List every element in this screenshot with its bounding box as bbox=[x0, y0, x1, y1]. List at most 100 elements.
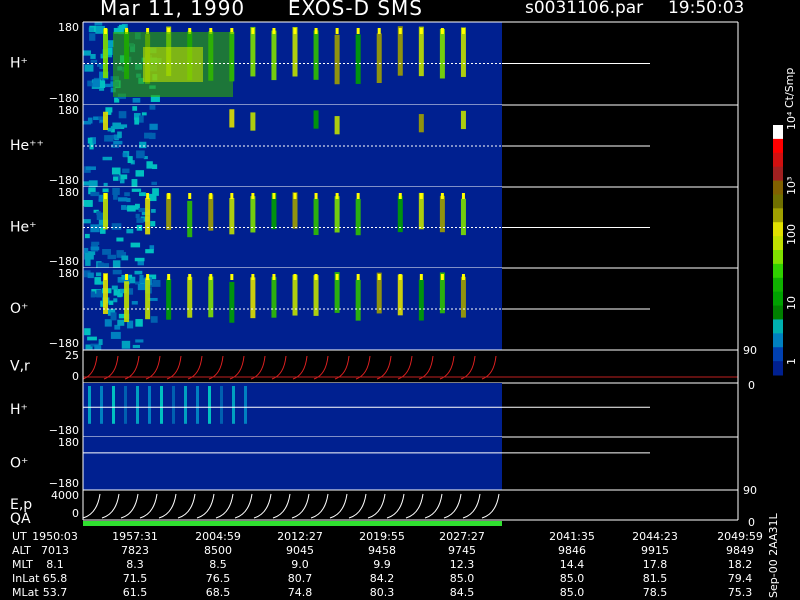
spectrum-cell bbox=[98, 339, 103, 346]
spectrum-cell bbox=[91, 289, 102, 296]
panel-label: O⁺ bbox=[10, 301, 28, 317]
spectrum-cell bbox=[111, 285, 118, 290]
spectrum-cell bbox=[93, 209, 99, 213]
velocity-trace bbox=[460, 355, 476, 380]
spectrum-band bbox=[376, 272, 382, 314]
spectrum-peak bbox=[419, 274, 423, 280]
spectrum-peak bbox=[440, 28, 444, 34]
velocity-trace bbox=[418, 355, 434, 380]
velocity-trace bbox=[208, 355, 224, 380]
spectrum-peak bbox=[461, 274, 465, 280]
velocity-trace bbox=[271, 355, 287, 380]
table-cell: 74.8 bbox=[287, 586, 313, 599]
spectrum-cell bbox=[148, 193, 157, 202]
spectrum-band bbox=[166, 193, 172, 230]
spectrum-cell bbox=[112, 260, 121, 268]
table-cell: 1950:03 bbox=[32, 530, 78, 543]
spectrum-peak bbox=[251, 193, 255, 199]
table-cell: 2049:59 bbox=[717, 530, 763, 543]
spectrum-peak bbox=[167, 28, 171, 34]
spectrum-band bbox=[145, 278, 151, 320]
table-cell: 9458 bbox=[368, 544, 396, 557]
spectrum-band bbox=[103, 111, 108, 131]
spectrum-cell bbox=[134, 270, 143, 275]
spectrum-cell bbox=[112, 269, 122, 275]
spectrum-cell bbox=[134, 117, 140, 125]
spectrum-band bbox=[397, 274, 403, 316]
spectrum-cell bbox=[93, 116, 100, 121]
spectrum-cell bbox=[131, 301, 138, 305]
spectrum-cell bbox=[117, 277, 125, 283]
spectrum-cell bbox=[120, 251, 127, 258]
spectrum-cell bbox=[132, 97, 141, 103]
spectrum-cell bbox=[118, 313, 128, 319]
spectrum-band bbox=[292, 274, 298, 316]
spectrum-cell bbox=[113, 140, 123, 145]
colorbar-segment bbox=[773, 194, 783, 209]
spectrum-band bbox=[166, 278, 172, 320]
spectrum-peak bbox=[167, 274, 171, 280]
spectrum-cell bbox=[127, 205, 136, 212]
table-cell: 76.5 bbox=[205, 572, 231, 585]
spectrum-peak bbox=[356, 274, 360, 280]
spectrum-cell bbox=[105, 107, 113, 113]
energy-trace bbox=[424, 493, 443, 519]
spectrum-cell bbox=[104, 319, 112, 327]
spectrum-band bbox=[250, 196, 256, 233]
spectrum-peak bbox=[230, 28, 234, 34]
spectrum-cell bbox=[113, 176, 119, 181]
spectrum-cell bbox=[139, 278, 146, 284]
spectrum-peak bbox=[188, 28, 192, 34]
spectrum-band bbox=[145, 198, 151, 235]
spectrum-peak bbox=[146, 193, 150, 199]
colorbar-segment bbox=[773, 291, 783, 307]
table-cell: 85.0 bbox=[449, 572, 475, 585]
spectrum-cell bbox=[89, 33, 96, 41]
spectrum-cell bbox=[102, 249, 111, 255]
panel-label: E,p bbox=[10, 497, 32, 513]
spectrum-band bbox=[184, 386, 187, 424]
spectrum-band bbox=[334, 196, 340, 233]
spectrum-band bbox=[271, 276, 277, 318]
spectrum-peak bbox=[104, 193, 107, 199]
table-row-label: ALT bbox=[12, 544, 31, 557]
spectrum-cell bbox=[118, 111, 127, 119]
spectrum-cell bbox=[119, 24, 126, 29]
spectrum-cell bbox=[98, 198, 106, 202]
spectrum-band bbox=[313, 198, 319, 236]
energy-trace bbox=[462, 493, 481, 519]
spectrum-band bbox=[220, 386, 223, 424]
spectrum-cell bbox=[96, 211, 101, 216]
spectrum-cell bbox=[110, 331, 121, 339]
table-cell: 9849 bbox=[726, 544, 754, 557]
table-cell: 81.5 bbox=[642, 572, 668, 585]
spectrum-peak bbox=[419, 28, 423, 34]
spectrum-band bbox=[250, 112, 256, 131]
spectrum-cell bbox=[148, 297, 158, 301]
table-cell: 8500 bbox=[204, 544, 232, 557]
panel-label-2: QA bbox=[10, 511, 31, 527]
spectrum-band bbox=[103, 193, 108, 230]
spectrum-peak bbox=[356, 193, 360, 199]
energy-trace bbox=[82, 493, 101, 519]
table-cell: 84.2 bbox=[369, 572, 395, 585]
spectrum-peak bbox=[188, 274, 192, 280]
spectrum-cell bbox=[94, 277, 101, 285]
colorbar-segment bbox=[773, 263, 783, 279]
spectrum-band bbox=[250, 277, 256, 319]
spectrum-cell bbox=[112, 187, 120, 195]
spectrum-cell bbox=[147, 274, 157, 280]
spectrum-cell bbox=[103, 182, 108, 187]
spectrum-cell bbox=[102, 156, 113, 161]
spectrum-band bbox=[355, 34, 361, 84]
spectrum-cell bbox=[116, 237, 124, 242]
table-cell: 79.4 bbox=[727, 572, 753, 585]
spectrum-cell bbox=[85, 344, 93, 350]
spectrum-cell bbox=[133, 113, 141, 120]
table-row-label: InLat bbox=[12, 572, 40, 585]
spectrum-band bbox=[88, 386, 91, 424]
chart-subtitle: s0031106.par 19:50:03 bbox=[525, 0, 744, 18]
spectrum-cell bbox=[114, 324, 121, 330]
spectrum-peak bbox=[398, 274, 402, 280]
spectrum-peak bbox=[230, 274, 234, 280]
